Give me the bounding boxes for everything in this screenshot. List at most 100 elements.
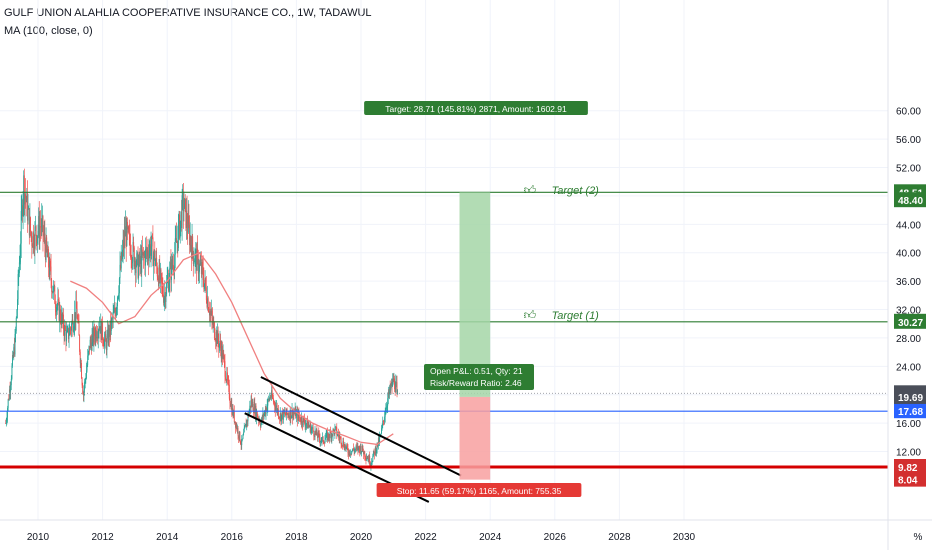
candle-body	[132, 241, 134, 262]
candle-body	[77, 319, 79, 322]
candle-body	[76, 301, 77, 309]
candle-body	[145, 249, 146, 266]
candle-body	[338, 433, 340, 436]
candle-body	[8, 399, 10, 401]
candle-body	[69, 328, 71, 330]
candle-body	[41, 218, 43, 228]
candle-body	[192, 236, 194, 252]
candle-body	[363, 451, 365, 455]
candle-body	[36, 235, 38, 244]
candle-body	[343, 441, 345, 447]
candle-body	[264, 410, 266, 414]
candle-body	[302, 417, 304, 426]
candle-body	[81, 363, 82, 379]
candle-body	[345, 446, 347, 449]
candle-body	[71, 323, 72, 331]
candle-body	[5, 420, 7, 424]
price-tag-8.04-text: 8.04	[898, 476, 918, 487]
candle-body	[275, 407, 277, 410]
candle-body	[215, 331, 217, 341]
candle-body	[162, 284, 164, 295]
candle-body	[167, 278, 169, 291]
candle-body	[23, 175, 25, 199]
x-tick-label: 2028	[608, 532, 631, 543]
pnl-text: Open P&L: 0.51, Qty: 21	[430, 366, 523, 376]
candle-body	[96, 337, 98, 339]
candle-body	[392, 378, 394, 387]
candle-body	[332, 429, 334, 436]
candle-body	[25, 194, 27, 199]
candle-body	[300, 420, 302, 423]
candle-body	[31, 245, 33, 248]
candle-body	[310, 424, 312, 434]
candle-body	[100, 320, 102, 340]
candle-body	[366, 458, 368, 460]
candle-body	[131, 257, 133, 264]
candle-body	[122, 240, 124, 250]
candle-body	[11, 365, 13, 379]
candle-body	[79, 351, 81, 364]
price-tag-9.82-bg	[894, 459, 926, 474]
candle-body	[69, 328, 71, 336]
candle-body	[99, 326, 100, 331]
candle-body	[217, 330, 218, 344]
loss-zone	[459, 396, 491, 480]
candle-body	[208, 312, 210, 316]
candle-body	[330, 431, 332, 433]
candle-body	[112, 318, 113, 320]
candle-body	[146, 248, 148, 253]
candle-body	[80, 363, 82, 364]
candle-body	[372, 450, 374, 456]
candle-body	[41, 216, 43, 219]
candle-body	[183, 208, 185, 211]
candle-body	[137, 252, 139, 278]
candle-body	[15, 317, 17, 332]
candle-body	[154, 250, 156, 266]
price-tag-8.04-bg	[894, 471, 926, 487]
candle-body	[268, 399, 270, 401]
candle-body	[158, 265, 160, 287]
candle-body	[181, 211, 182, 228]
percent-scale-toggle[interactable]: %	[914, 532, 923, 543]
candle-body	[371, 461, 373, 464]
candle-body	[228, 380, 230, 385]
candle-body	[351, 450, 353, 452]
candle-body	[361, 450, 363, 453]
candle-body	[23, 175, 25, 205]
candle-body	[371, 463, 373, 464]
indicator-legend[interactable]: MA (100, close, 0)	[4, 25, 93, 37]
candle-body	[292, 412, 294, 419]
candle-body	[39, 226, 41, 239]
candle-body	[59, 308, 61, 321]
candle-body	[317, 435, 318, 438]
candle-body	[34, 226, 36, 249]
candle-body	[90, 339, 92, 343]
candle-body	[107, 329, 109, 337]
candle-body	[231, 403, 233, 415]
candle-body	[321, 437, 323, 441]
candle-body	[278, 416, 280, 418]
candle-body	[295, 412, 297, 419]
candle-body	[175, 238, 177, 239]
candle-body	[230, 403, 232, 407]
candle-body	[235, 421, 236, 428]
candle-body	[159, 265, 161, 280]
candle-body	[56, 306, 58, 313]
candle-body	[131, 261, 133, 264]
candle-body	[165, 294, 167, 302]
candle-body	[111, 318, 113, 320]
candle-body	[172, 264, 174, 267]
candle-body	[397, 393, 399, 395]
x-tick-label: 2020	[350, 532, 373, 543]
price-tag-30.27-bg	[894, 313, 926, 329]
candle-body	[17, 299, 18, 311]
x-tick-label: 2022	[414, 532, 437, 543]
candle-body	[68, 335, 70, 339]
candle-body	[364, 451, 366, 457]
candle-body	[262, 413, 264, 420]
candle-body	[169, 262, 171, 269]
candle-body	[49, 261, 51, 267]
candle-body	[166, 282, 168, 295]
candle-body	[273, 401, 275, 403]
